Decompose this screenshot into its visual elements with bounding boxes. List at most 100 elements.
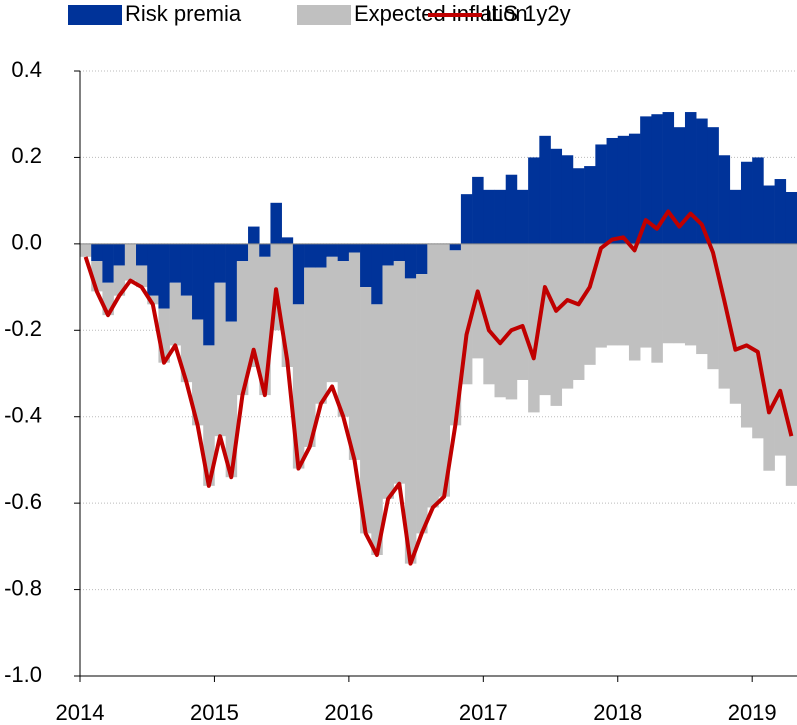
bar [236,243,249,262]
bar [281,243,294,368]
bar [628,133,641,244]
bar [628,243,641,361]
bar [382,243,394,266]
bar [136,265,148,288]
bar [393,261,406,484]
bar [718,155,731,244]
bar [651,243,663,363]
bar [248,243,260,368]
bar [292,304,305,469]
bar [539,135,551,244]
bar [785,192,797,244]
bar [662,243,675,344]
bar [729,189,742,244]
bar [561,243,574,389]
bar [326,243,338,257]
bar [584,243,596,365]
bar [315,243,327,268]
bar [427,243,439,508]
bar [259,243,271,257]
bar [606,137,619,244]
bar [449,250,462,426]
bar [662,112,675,244]
bar [348,243,361,253]
bar [595,243,607,348]
bar [640,116,652,244]
bar [472,176,484,244]
bar [561,155,574,244]
bar [360,243,372,288]
bar [684,112,697,244]
bar [438,243,451,497]
bar [360,287,372,534]
bar [505,174,518,244]
bar [763,185,775,244]
bar [203,345,215,486]
bar [169,243,182,283]
bar [158,308,170,363]
bar [707,243,719,370]
y-tick-label: -0.4 [4,403,42,428]
bar [304,267,316,447]
bar [270,202,282,244]
bar [102,243,114,283]
bar [225,243,238,322]
bar [416,274,428,534]
bar [248,226,260,244]
bar [124,243,137,281]
bar [483,189,495,244]
y-tick-label: 0.4 [11,57,42,82]
x-tick-label: 2019 [728,700,777,725]
y-tick-label: -1.0 [4,662,42,687]
bar [371,304,383,555]
bar [460,194,473,244]
bar [651,114,663,244]
bar [281,237,294,244]
bar [180,243,193,296]
bar [404,278,417,564]
bar [91,261,103,292]
bar [91,243,103,262]
bar [617,243,630,346]
bar [550,148,563,244]
bar [505,243,518,400]
bar [494,189,507,244]
bar [617,135,630,244]
bar [292,243,305,305]
bar [225,321,238,478]
bar [236,261,249,396]
legend-label: ILS 1y2y [485,1,571,26]
bar [337,243,350,262]
bar [718,243,731,389]
bar [416,243,428,275]
bar [539,243,551,396]
bar [192,319,204,426]
bar [393,243,406,262]
line-series [83,209,794,566]
bar [696,243,708,355]
bar [740,161,753,244]
bar [169,282,182,346]
x-tick-label: 2014 [56,700,105,725]
bar [203,243,215,346]
bar [528,243,540,413]
bar [113,243,126,266]
bar [752,157,764,244]
bar [550,243,563,406]
bar [763,243,775,471]
bar [516,243,529,380]
y-tick-label: -0.6 [4,489,42,514]
bar [304,243,316,268]
y-tick-label: 0.0 [11,230,42,255]
x-tick-label: 2015 [190,700,239,725]
bar [774,179,787,244]
bar [147,243,159,296]
bar [192,243,204,320]
bar [729,243,742,404]
bar [326,256,338,383]
bar [595,144,607,244]
bar [696,118,708,244]
bar [404,243,417,279]
bar [158,243,170,309]
